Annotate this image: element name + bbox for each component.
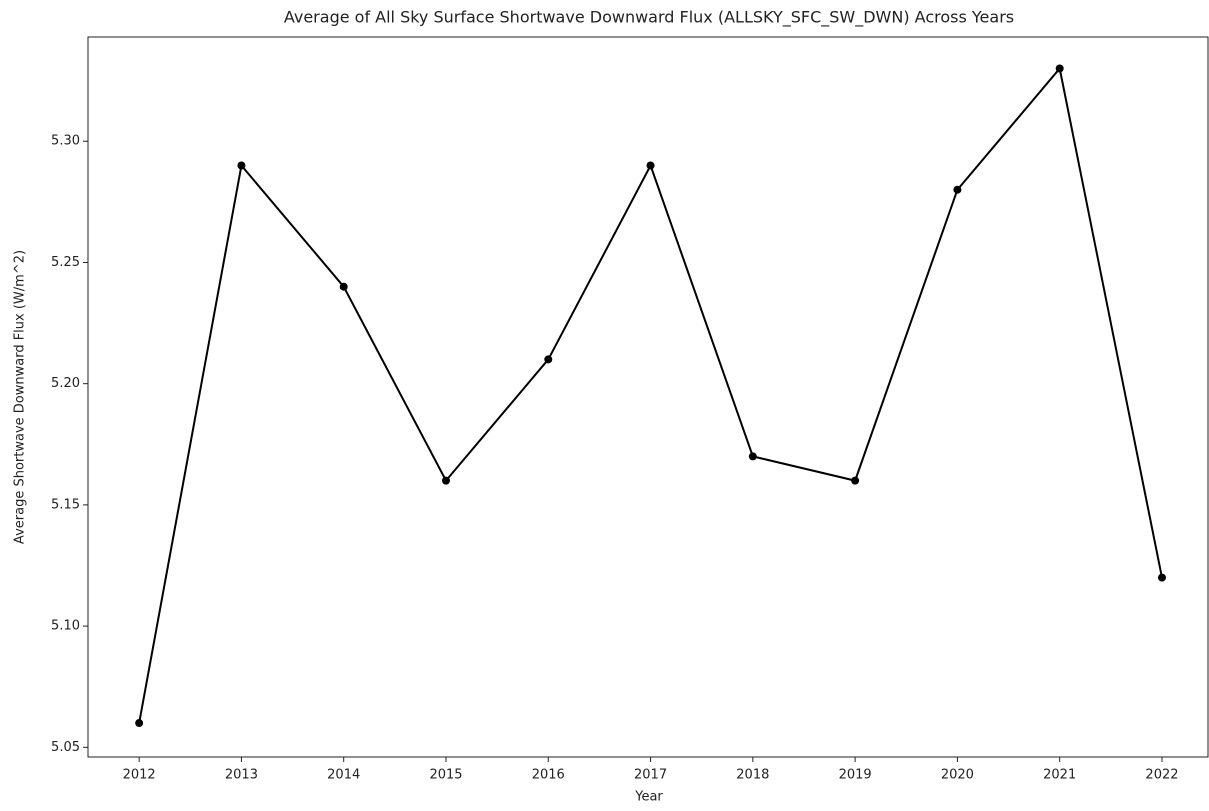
x-tick-label: 2015 — [429, 768, 462, 783]
y-axis-label: Average Shortwave Downward Flux (W/m^2) — [13, 250, 28, 544]
y-tick-label: 5.25 — [51, 255, 80, 270]
x-tick-label: 2017 — [634, 768, 667, 783]
plot-frame — [87, 36, 1209, 758]
data-point — [953, 185, 962, 194]
x-tick-label: 2021 — [1043, 768, 1076, 783]
chart-title: Average of All Sky Surface Shortwave Dow… — [284, 8, 1014, 28]
y-tick-label: 5.20 — [51, 376, 80, 391]
data-point — [544, 355, 553, 364]
data-point — [339, 282, 348, 291]
x-tick-label: 2022 — [1145, 768, 1178, 783]
x-tick-label: 2019 — [839, 768, 872, 783]
y-tick-label: 5.10 — [51, 619, 80, 634]
y-tick-label: 5.15 — [51, 497, 80, 512]
x-axis-label: Year — [634, 790, 663, 805]
y-tick-label: 5.30 — [51, 134, 80, 149]
x-tick-label: 2012 — [123, 768, 156, 783]
data-point — [1055, 64, 1064, 73]
data-point — [135, 719, 144, 728]
y-tick-label: 5.05 — [51, 740, 80, 755]
data-point — [237, 161, 246, 170]
x-tick-label: 2020 — [941, 768, 974, 783]
x-tick-label: 2014 — [327, 768, 360, 783]
x-tick-label: 2013 — [225, 768, 258, 783]
data-point — [851, 476, 860, 485]
data-point — [441, 476, 450, 485]
x-tick-label: 2016 — [532, 768, 565, 783]
x-tick-label: 2018 — [736, 768, 769, 783]
data-point — [748, 452, 757, 461]
data-point — [1157, 573, 1166, 582]
data-point — [646, 161, 655, 170]
